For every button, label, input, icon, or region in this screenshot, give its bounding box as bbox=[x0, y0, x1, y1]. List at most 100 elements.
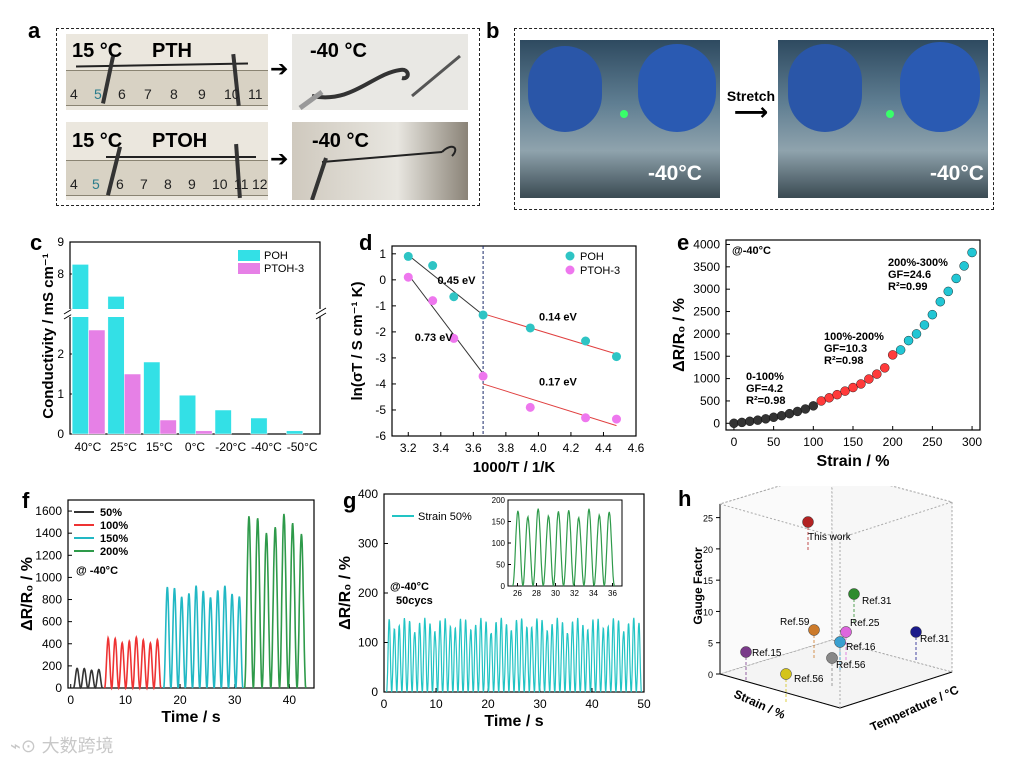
annotation: R²=0.98 bbox=[746, 395, 785, 407]
data-point bbox=[848, 588, 860, 600]
data-point bbox=[840, 626, 852, 638]
box-face-back bbox=[831, 486, 953, 673]
data-point bbox=[776, 410, 787, 421]
watermark-logo-icon: ⌁⊙ bbox=[10, 736, 36, 757]
x-axis-label: Time / s bbox=[484, 713, 543, 730]
temperature-label: @-40°C bbox=[390, 581, 429, 593]
annotation: 0-100% bbox=[746, 371, 784, 383]
annotation: 0.73 eV bbox=[415, 332, 454, 344]
watermark-text: 大数跨境 bbox=[41, 736, 114, 757]
x-tick-label: 4.0 bbox=[530, 441, 547, 455]
y-tick-label: 800 bbox=[42, 593, 62, 607]
point-label: Ref.31 bbox=[862, 596, 892, 607]
axis-break-gap bbox=[67, 309, 323, 317]
data-point bbox=[802, 516, 814, 528]
fit-line bbox=[407, 254, 484, 316]
bar-poh bbox=[71, 264, 89, 435]
data-point bbox=[943, 286, 953, 297]
data-point bbox=[864, 374, 874, 384]
x-tick-label: 50 bbox=[767, 435, 781, 449]
data-point bbox=[740, 646, 752, 658]
annotation: 100%-200% bbox=[824, 331, 884, 343]
series-line-150pct bbox=[162, 585, 244, 689]
bar-ptoh-3 bbox=[195, 430, 213, 435]
legend-swatch bbox=[238, 263, 260, 274]
panel-label-g: g bbox=[343, 488, 357, 513]
ruler-tick: 8 bbox=[164, 176, 172, 192]
photo-temp-text: -40°C bbox=[930, 162, 984, 185]
bar-poh bbox=[179, 394, 196, 435]
ruler-tick: 8 bbox=[170, 86, 178, 102]
axis-break-mark bbox=[315, 307, 327, 315]
x-tick-label: 100 bbox=[803, 435, 823, 449]
chart-d-arrhenius: 3.2 3.4 3.6 3.8 4.0 4.2 4.4 4.6 1 0 -1 -2 -3 -4 -5 -6 0.… bbox=[349, 245, 645, 472]
x-axis-label: 1000/T / 1/K bbox=[473, 459, 556, 472]
y-tick-label: 300 bbox=[358, 537, 378, 551]
y-tick-label: 1600 bbox=[35, 504, 62, 518]
point-label: Ref.56 bbox=[836, 660, 866, 671]
inset-x-tick-label: 34 bbox=[589, 589, 598, 598]
z-tick-label: 10 bbox=[703, 607, 713, 617]
annotation: 0.14 eV bbox=[539, 311, 578, 323]
photo-temp-text: 15 °C bbox=[72, 40, 123, 62]
point-label: Ref.56 bbox=[794, 674, 824, 685]
arrow-right-icon: ⟶ bbox=[733, 99, 769, 126]
inset-y-tick-label: 200 bbox=[492, 496, 506, 505]
annotation: GF=4.2 bbox=[746, 383, 783, 395]
data-point bbox=[911, 329, 922, 339]
point-label: Ref.15 bbox=[752, 648, 782, 659]
frozen-pth-strand bbox=[298, 54, 461, 110]
photo-stretch-after: -40°C bbox=[778, 40, 988, 198]
y-tick-label: 400 bbox=[42, 637, 62, 651]
photo-temp-text: -40 °C bbox=[312, 130, 369, 152]
plot-frame bbox=[67, 499, 315, 689]
data-point bbox=[967, 247, 977, 258]
data-point bbox=[951, 273, 961, 284]
ruler-tick: 11 bbox=[234, 176, 249, 192]
x-axis-label: Strain / % bbox=[817, 453, 890, 470]
y-tick-label: 0 bbox=[379, 273, 386, 287]
data-point-poh bbox=[525, 323, 535, 333]
data-point-ptoh-3 bbox=[581, 413, 591, 423]
data-point bbox=[895, 345, 906, 355]
legend-label: 150% bbox=[100, 533, 128, 545]
data-point bbox=[729, 418, 739, 428]
x-tick-label: 10 bbox=[119, 693, 133, 707]
z-tick-label: 0 bbox=[708, 670, 713, 680]
y-tick-label: 2500 bbox=[693, 305, 720, 319]
point-label: Ref.25 bbox=[850, 618, 880, 629]
arrow-right-icon: ➔ bbox=[270, 146, 289, 171]
data-point bbox=[856, 379, 866, 389]
data-point bbox=[910, 626, 922, 638]
photo-sample-name: PTH bbox=[152, 40, 192, 62]
data-point bbox=[768, 412, 779, 422]
point-label: Ref.31 bbox=[920, 634, 950, 645]
x-tick-label: 20 bbox=[481, 697, 495, 711]
watermark: ⌁⊙ 大数跨境 bbox=[10, 732, 114, 758]
x-tick-label: 15°C bbox=[146, 440, 173, 454]
series-line-100pct bbox=[103, 635, 162, 691]
photo-pth-minus40c: -40 °C bbox=[292, 34, 468, 110]
ruler-tick: 12 bbox=[252, 176, 268, 192]
data-point-poh bbox=[611, 352, 621, 362]
panel-label-d: d bbox=[359, 230, 373, 255]
legend-swatch bbox=[238, 250, 260, 261]
legend-label: 200% bbox=[100, 546, 128, 558]
photo-temp-text: 15 °C bbox=[72, 130, 123, 152]
data-point bbox=[840, 386, 850, 396]
ruler-tick: 11 bbox=[248, 86, 263, 102]
panel-label-c: c bbox=[30, 230, 43, 255]
x-tick-label: 40 bbox=[585, 697, 599, 711]
y-tick-label: 3500 bbox=[693, 260, 720, 274]
data-point-poh bbox=[403, 251, 413, 261]
y-tick-label: 1400 bbox=[35, 526, 62, 540]
x-tick-label: 4.6 bbox=[628, 441, 645, 455]
y-tick-label: 500 bbox=[700, 394, 720, 408]
inset-series-line bbox=[512, 508, 615, 587]
series-line-50pct bbox=[72, 667, 103, 690]
box-floor bbox=[718, 639, 954, 709]
photo-pth-15c: 15 °C PTH 4 5 6 7 8 9 10 11 bbox=[66, 34, 268, 110]
bar-poh bbox=[107, 296, 125, 435]
point-label: Ref.16 bbox=[846, 642, 876, 653]
temperature-label: @ -40°C bbox=[76, 565, 118, 577]
